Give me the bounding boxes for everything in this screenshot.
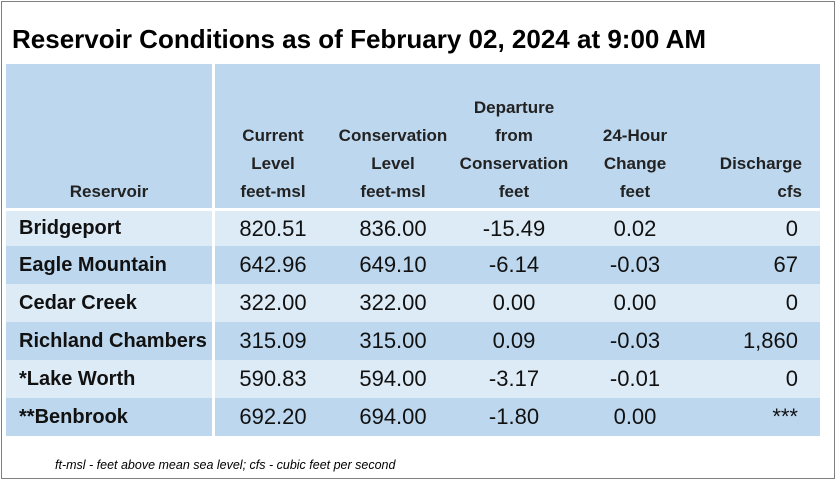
change-cell: -0.03 xyxy=(573,246,697,284)
conservation-level-cell: 315.00 xyxy=(331,322,455,360)
reservoir-name: Cedar Creek xyxy=(6,284,215,322)
departure-cell: -1.80 xyxy=(455,398,573,436)
conservation-level-cell: 322.00 xyxy=(331,284,455,322)
discharge-cell: 67 xyxy=(697,246,820,284)
header-row: Reservoir Current Level feet-msl Conserv… xyxy=(6,64,820,208)
change-cell: 0.02 xyxy=(573,208,697,246)
table-row: Richland Chambers 315.09 315.00 0.09 -0.… xyxy=(6,322,820,360)
page-title: Reservoir Conditions as of February 02, … xyxy=(12,24,707,54)
current-level-cell: 820.51 xyxy=(215,208,331,246)
current-level-cell: 315.09 xyxy=(215,322,331,360)
column-header-reservoir: Reservoir xyxy=(6,64,215,208)
reservoir-name: Bridgeport xyxy=(6,208,215,246)
discharge-cell: 0 xyxy=(697,360,820,398)
discharge-cell: *** xyxy=(697,398,820,436)
change-cell: -0.03 xyxy=(573,322,697,360)
table-row: Cedar Creek 322.00 322.00 0.00 0.00 0 xyxy=(6,284,820,322)
current-level-cell: 322.00 xyxy=(215,284,331,322)
change-cell: -0.01 xyxy=(573,360,697,398)
conservation-level-cell: 836.00 xyxy=(331,208,455,246)
column-header-24-hour-change: 24-Hour Change feet xyxy=(573,64,697,208)
reservoir-name: *Lake Worth xyxy=(6,360,215,398)
conservation-level-cell: 594.00 xyxy=(331,360,455,398)
departure-cell: 0.09 xyxy=(455,322,573,360)
change-cell: 0.00 xyxy=(573,284,697,322)
current-level-cell: 692.20 xyxy=(215,398,331,436)
change-cell: 0.00 xyxy=(573,398,697,436)
table-row: *Lake Worth 590.83 594.00 -3.17 -0.01 0 xyxy=(6,360,820,398)
table-row: Eagle Mountain 642.96 649.10 -6.14 -0.03… xyxy=(6,246,820,284)
footnote: ft-msl - feet above mean sea level; cfs … xyxy=(55,458,396,472)
reservoir-name: Richland Chambers xyxy=(6,322,215,360)
column-header-discharge: Discharge cfs xyxy=(697,64,820,208)
table-row: Bridgeport 820.51 836.00 -15.49 0.02 0 xyxy=(6,208,820,246)
column-header-departure: Departure from Conservation feet xyxy=(455,64,573,208)
conservation-level-cell: 694.00 xyxy=(331,398,455,436)
departure-cell: 0.00 xyxy=(455,284,573,322)
current-level-cell: 590.83 xyxy=(215,360,331,398)
departure-cell: -3.17 xyxy=(455,360,573,398)
discharge-cell: 0 xyxy=(697,208,820,246)
conservation-level-cell: 649.10 xyxy=(331,246,455,284)
discharge-cell: 0 xyxy=(697,284,820,322)
column-header-conservation-level: Conservation Level feet-msl xyxy=(331,64,455,208)
column-header-current-level: Current Level feet-msl xyxy=(215,64,331,208)
departure-cell: -6.14 xyxy=(455,246,573,284)
table-row: **Benbrook 692.20 694.00 -1.80 0.00 *** xyxy=(6,398,820,436)
departure-cell: -15.49 xyxy=(455,208,573,246)
reservoir-name: **Benbrook xyxy=(6,398,215,436)
current-level-cell: 642.96 xyxy=(215,246,331,284)
reservoir-table: Reservoir Current Level feet-msl Conserv… xyxy=(6,64,820,436)
reservoir-name: Eagle Mountain xyxy=(6,246,215,284)
discharge-cell: 1,860 xyxy=(697,322,820,360)
